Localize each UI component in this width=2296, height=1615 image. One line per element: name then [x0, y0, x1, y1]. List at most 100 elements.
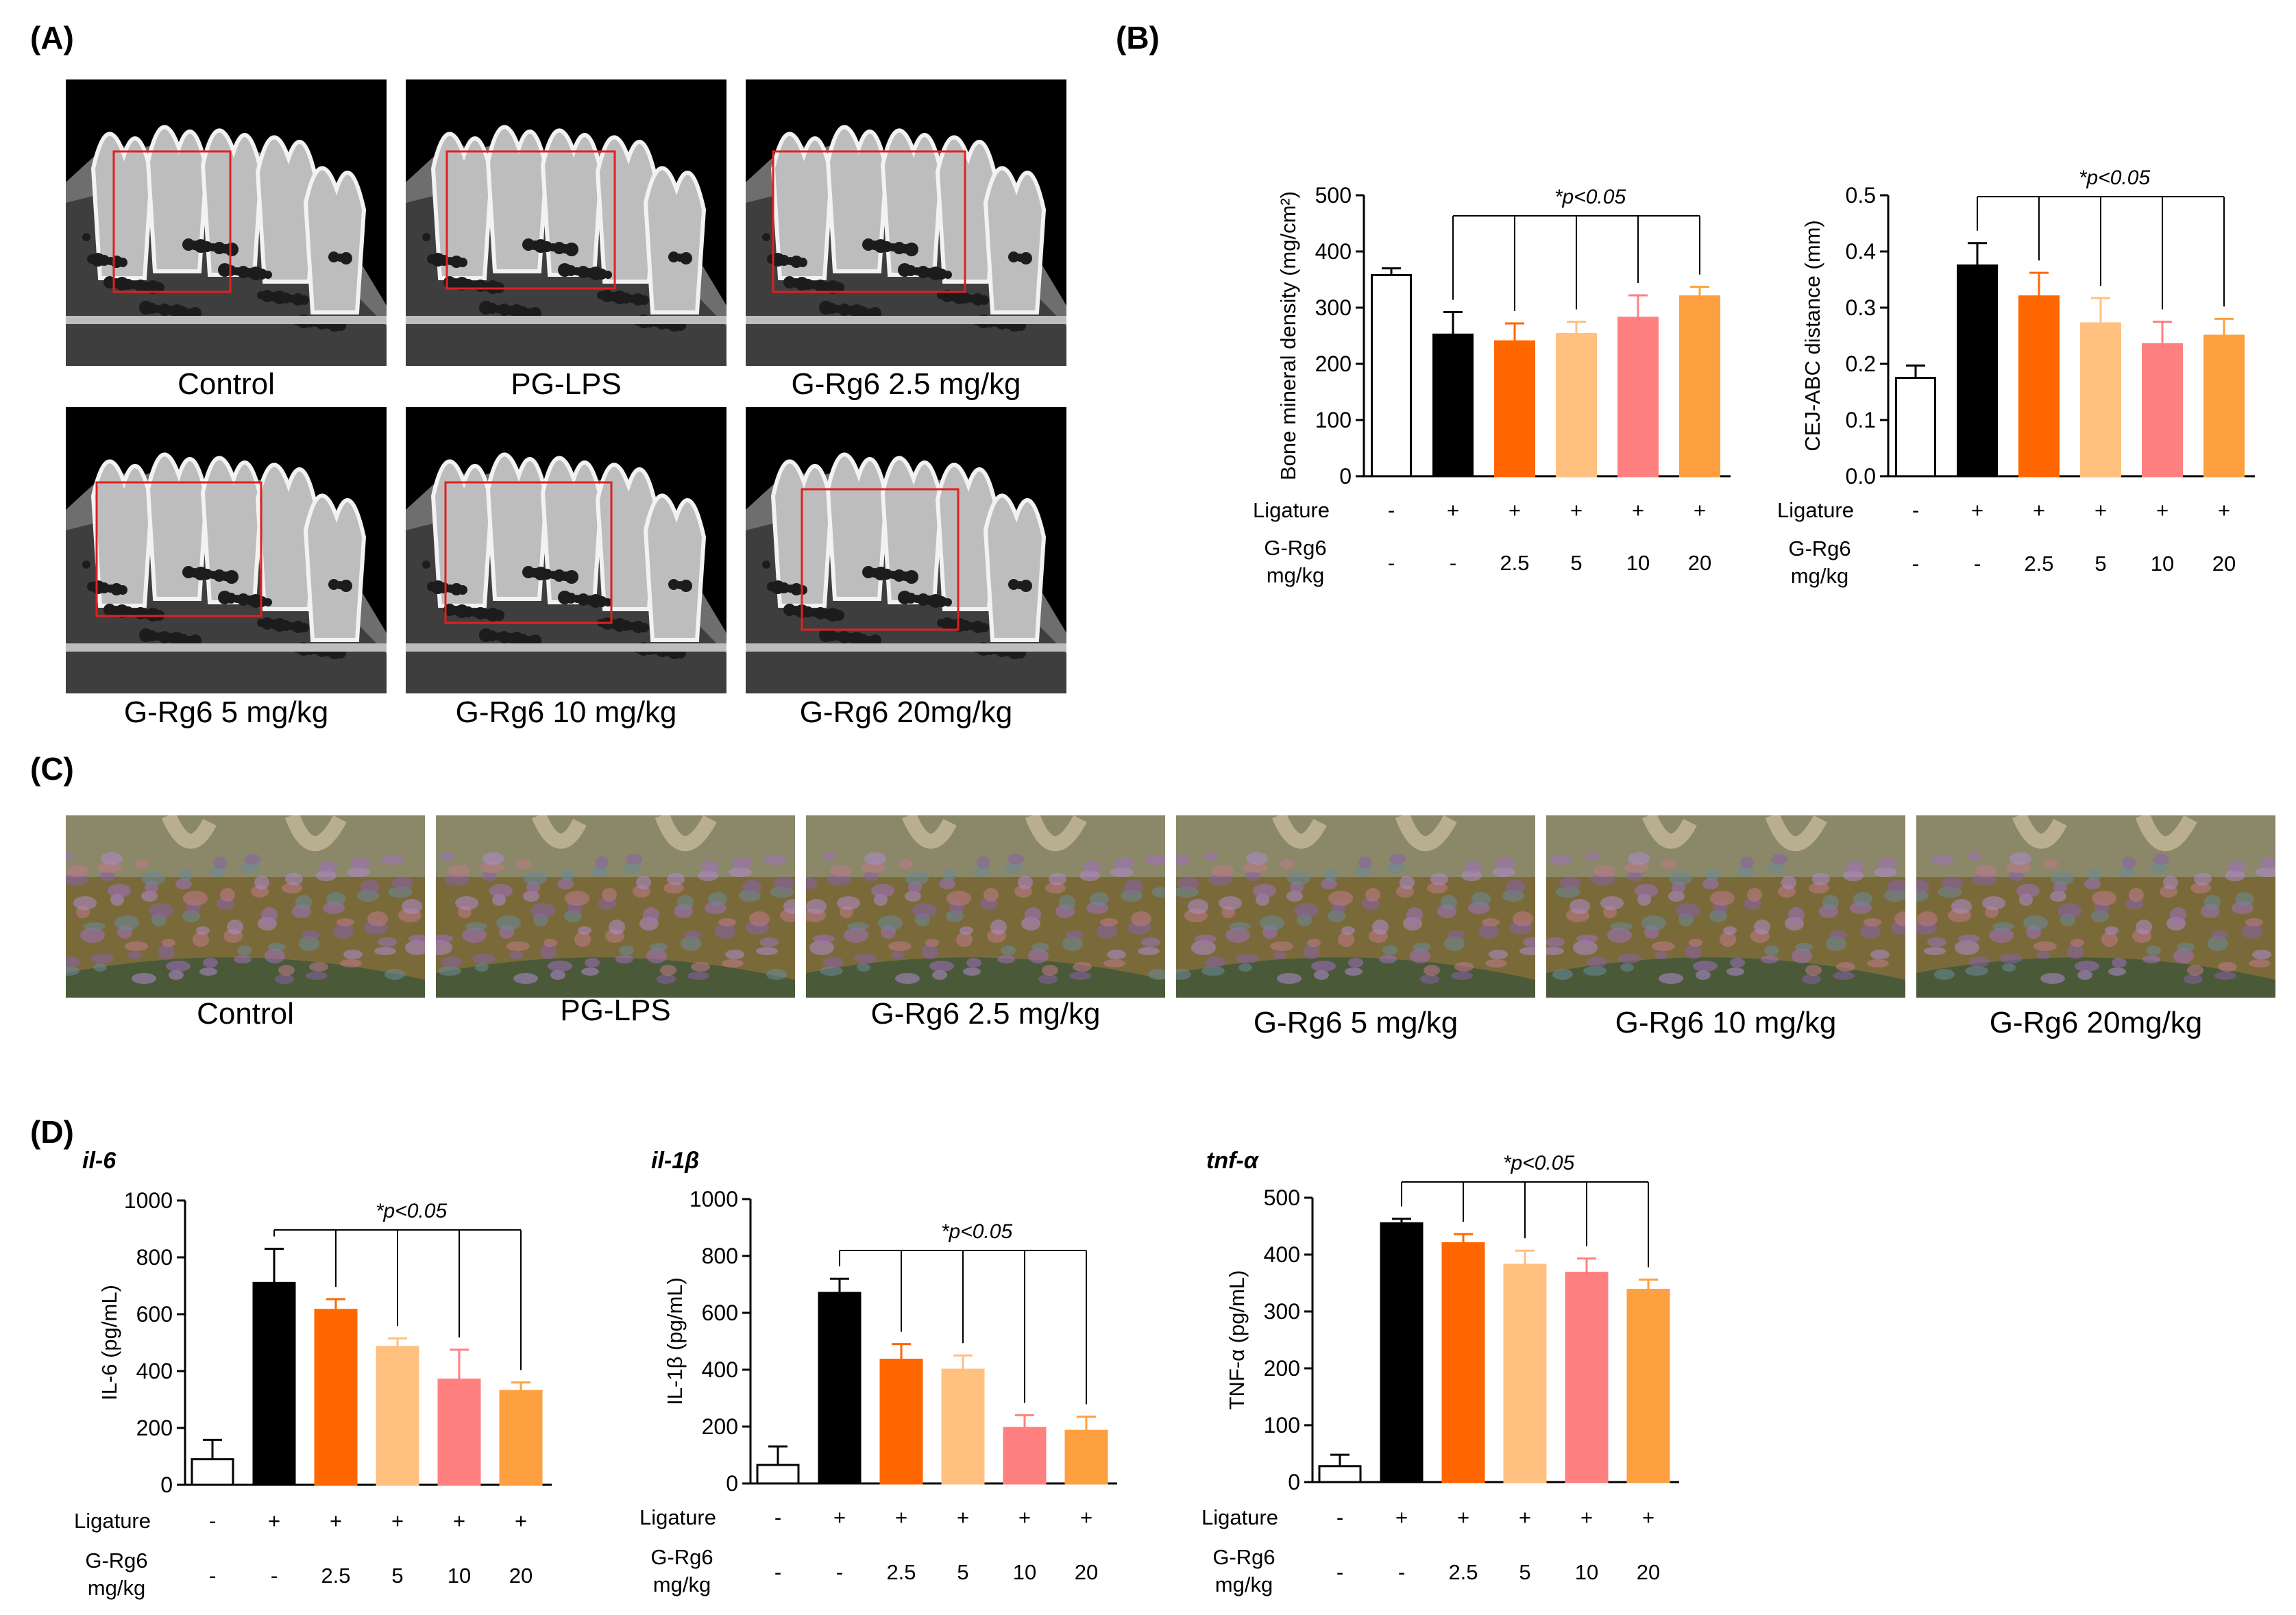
dose-value: 5: [957, 1560, 968, 1584]
ligature-value: +: [1018, 1505, 1031, 1529]
bar: [1371, 273, 1412, 478]
bar: [1556, 333, 1597, 478]
dose-value: 10: [1626, 551, 1650, 575]
histology-image: [1546, 815, 1905, 998]
ligature-label: Ligature: [639, 1505, 716, 1529]
micro-ct-image: [406, 79, 726, 366]
histology-image: [806, 815, 1165, 998]
y-tick-label: 600: [136, 1302, 173, 1327]
ligature-value: +: [515, 1509, 527, 1533]
dose-value: 2.5: [886, 1560, 916, 1584]
ct-caption-pg-lps: PG-LPS: [511, 367, 622, 401]
histology-image: [1916, 815, 2275, 998]
bar: [314, 1309, 358, 1486]
ligature-value: +: [1457, 1505, 1469, 1529]
ligature-value: +: [391, 1509, 404, 1533]
ligature-value: -: [1336, 1505, 1343, 1529]
ligature-value: +: [1570, 498, 1583, 522]
y-tick-label: 100: [1264, 1413, 1300, 1438]
panel-label-a: (A): [30, 20, 74, 56]
bar: [1895, 377, 1936, 478]
y-tick-label: 400: [136, 1359, 173, 1383]
hist-caption-control: Control: [197, 997, 294, 1031]
bar: [499, 1390, 543, 1486]
bar: [1679, 295, 1720, 478]
dose-label: G-Rg6: [1788, 537, 1851, 560]
chart-cej-abc-distance: 0.0 0.1 0.2 0.3 0.4 0.5 CEJ-ABC distance (mm) *…: [1751, 130, 2258, 610]
ligature-value: -: [209, 1509, 216, 1533]
bar: [941, 1368, 985, 1485]
dose-unit-label: mg/kg: [653, 1573, 711, 1596]
ligature-value: +: [895, 1505, 907, 1529]
histology-image: [1176, 815, 1535, 998]
dose-value: 20: [1688, 551, 1711, 575]
ct-caption-rg6-2-5: G-Rg6 2.5 mg/kg: [791, 367, 1021, 401]
dose-value: -: [271, 1564, 278, 1588]
ligature-value: +: [957, 1505, 969, 1529]
bar: [1494, 340, 1535, 478]
bar: [191, 1458, 234, 1486]
y-tick-label: 500: [1264, 1185, 1300, 1210]
micro-ct-image: [746, 407, 1066, 693]
ligature-value: +: [1447, 498, 1459, 522]
bar: [252, 1281, 296, 1486]
y-tick-label: 100: [1315, 408, 1352, 432]
ct-caption-control: Control: [178, 367, 275, 401]
bar: [2080, 322, 2121, 478]
y-tick-label: 0: [160, 1472, 173, 1497]
y-tick-label: 400: [1264, 1242, 1300, 1267]
ligature-label: Ligature: [1253, 498, 1330, 522]
micro-ct-image: [66, 79, 387, 366]
ligature-value: +: [1694, 498, 1706, 522]
ligature-value: +: [1080, 1505, 1092, 1529]
dose-label: G-Rg6: [1264, 536, 1326, 560]
bar: [1617, 317, 1659, 478]
y-tick-label: 0: [1288, 1470, 1300, 1494]
y-tick-label: 0.5: [1846, 183, 1876, 208]
hist-caption-rg6-5: G-Rg6 5 mg/kg: [1253, 1006, 1458, 1039]
y-tick-label: 0.0: [1846, 464, 1876, 489]
dose-value: 20: [1075, 1560, 1098, 1584]
ligature-value: +: [2033, 498, 2045, 522]
dose-value: 20: [509, 1564, 533, 1588]
ligature-value: +: [330, 1509, 342, 1533]
micro-ct-image: [406, 407, 726, 693]
bar: [1503, 1263, 1547, 1483]
y-tick-label: 200: [702, 1414, 738, 1439]
panel-label-c: (C): [30, 751, 74, 787]
y-axis-label: IL-1β (pg/mL): [663, 1277, 687, 1405]
dose-value: -: [1336, 1560, 1343, 1584]
bar: [1064, 1429, 1108, 1485]
y-tick-label: 0.2: [1846, 352, 1876, 376]
y-axis-label: TNF-α (pg/mL): [1225, 1270, 1249, 1410]
y-tick-label: 0.1: [1846, 408, 1876, 432]
significance-label: *p<0.05: [376, 1200, 448, 1222]
panel-label-d: (D): [30, 1114, 74, 1150]
chart-tnfa: tnf-α 0 100 200 300 400 500 TNF-α (pg/mL) *p<0.0…: [1186, 1141, 1707, 1614]
y-tick-label: 0: [1339, 464, 1352, 489]
bar: [1003, 1427, 1047, 1485]
ligature-label: Ligature: [74, 1509, 151, 1533]
hist-caption-rg6-10: G-Rg6 10 mg/kg: [1615, 1006, 1837, 1039]
significance-label: *p<0.05: [2079, 167, 2151, 189]
histology-image: [66, 815, 425, 998]
dose-label: G-Rg6: [1212, 1545, 1275, 1569]
dose-value: -: [774, 1560, 781, 1584]
ligature-value: +: [268, 1509, 280, 1533]
histology-image: [436, 815, 795, 998]
ligature-value: +: [1971, 498, 1983, 522]
bar: [1318, 1465, 1362, 1483]
bar: [1565, 1272, 1609, 1483]
chart-il6: il-6 0 200 400 600 800 1000 IL-6 (pg/mL) *p<0.05…: [62, 1141, 583, 1614]
y-tick-label: 1000: [689, 1187, 738, 1211]
y-tick-label: 200: [136, 1416, 173, 1440]
bar: [2018, 295, 2060, 478]
ligature-value: +: [453, 1509, 465, 1533]
dose-value: -: [836, 1560, 843, 1584]
dose-value: 5: [1570, 551, 1582, 575]
y-tick-label: 400: [702, 1357, 738, 1382]
bar: [1441, 1242, 1485, 1483]
bar: [2203, 334, 2245, 478]
dose-value: 2.5: [2024, 552, 2053, 576]
ct-caption-rg6-5: G-Rg6 5 mg/kg: [123, 695, 329, 729]
